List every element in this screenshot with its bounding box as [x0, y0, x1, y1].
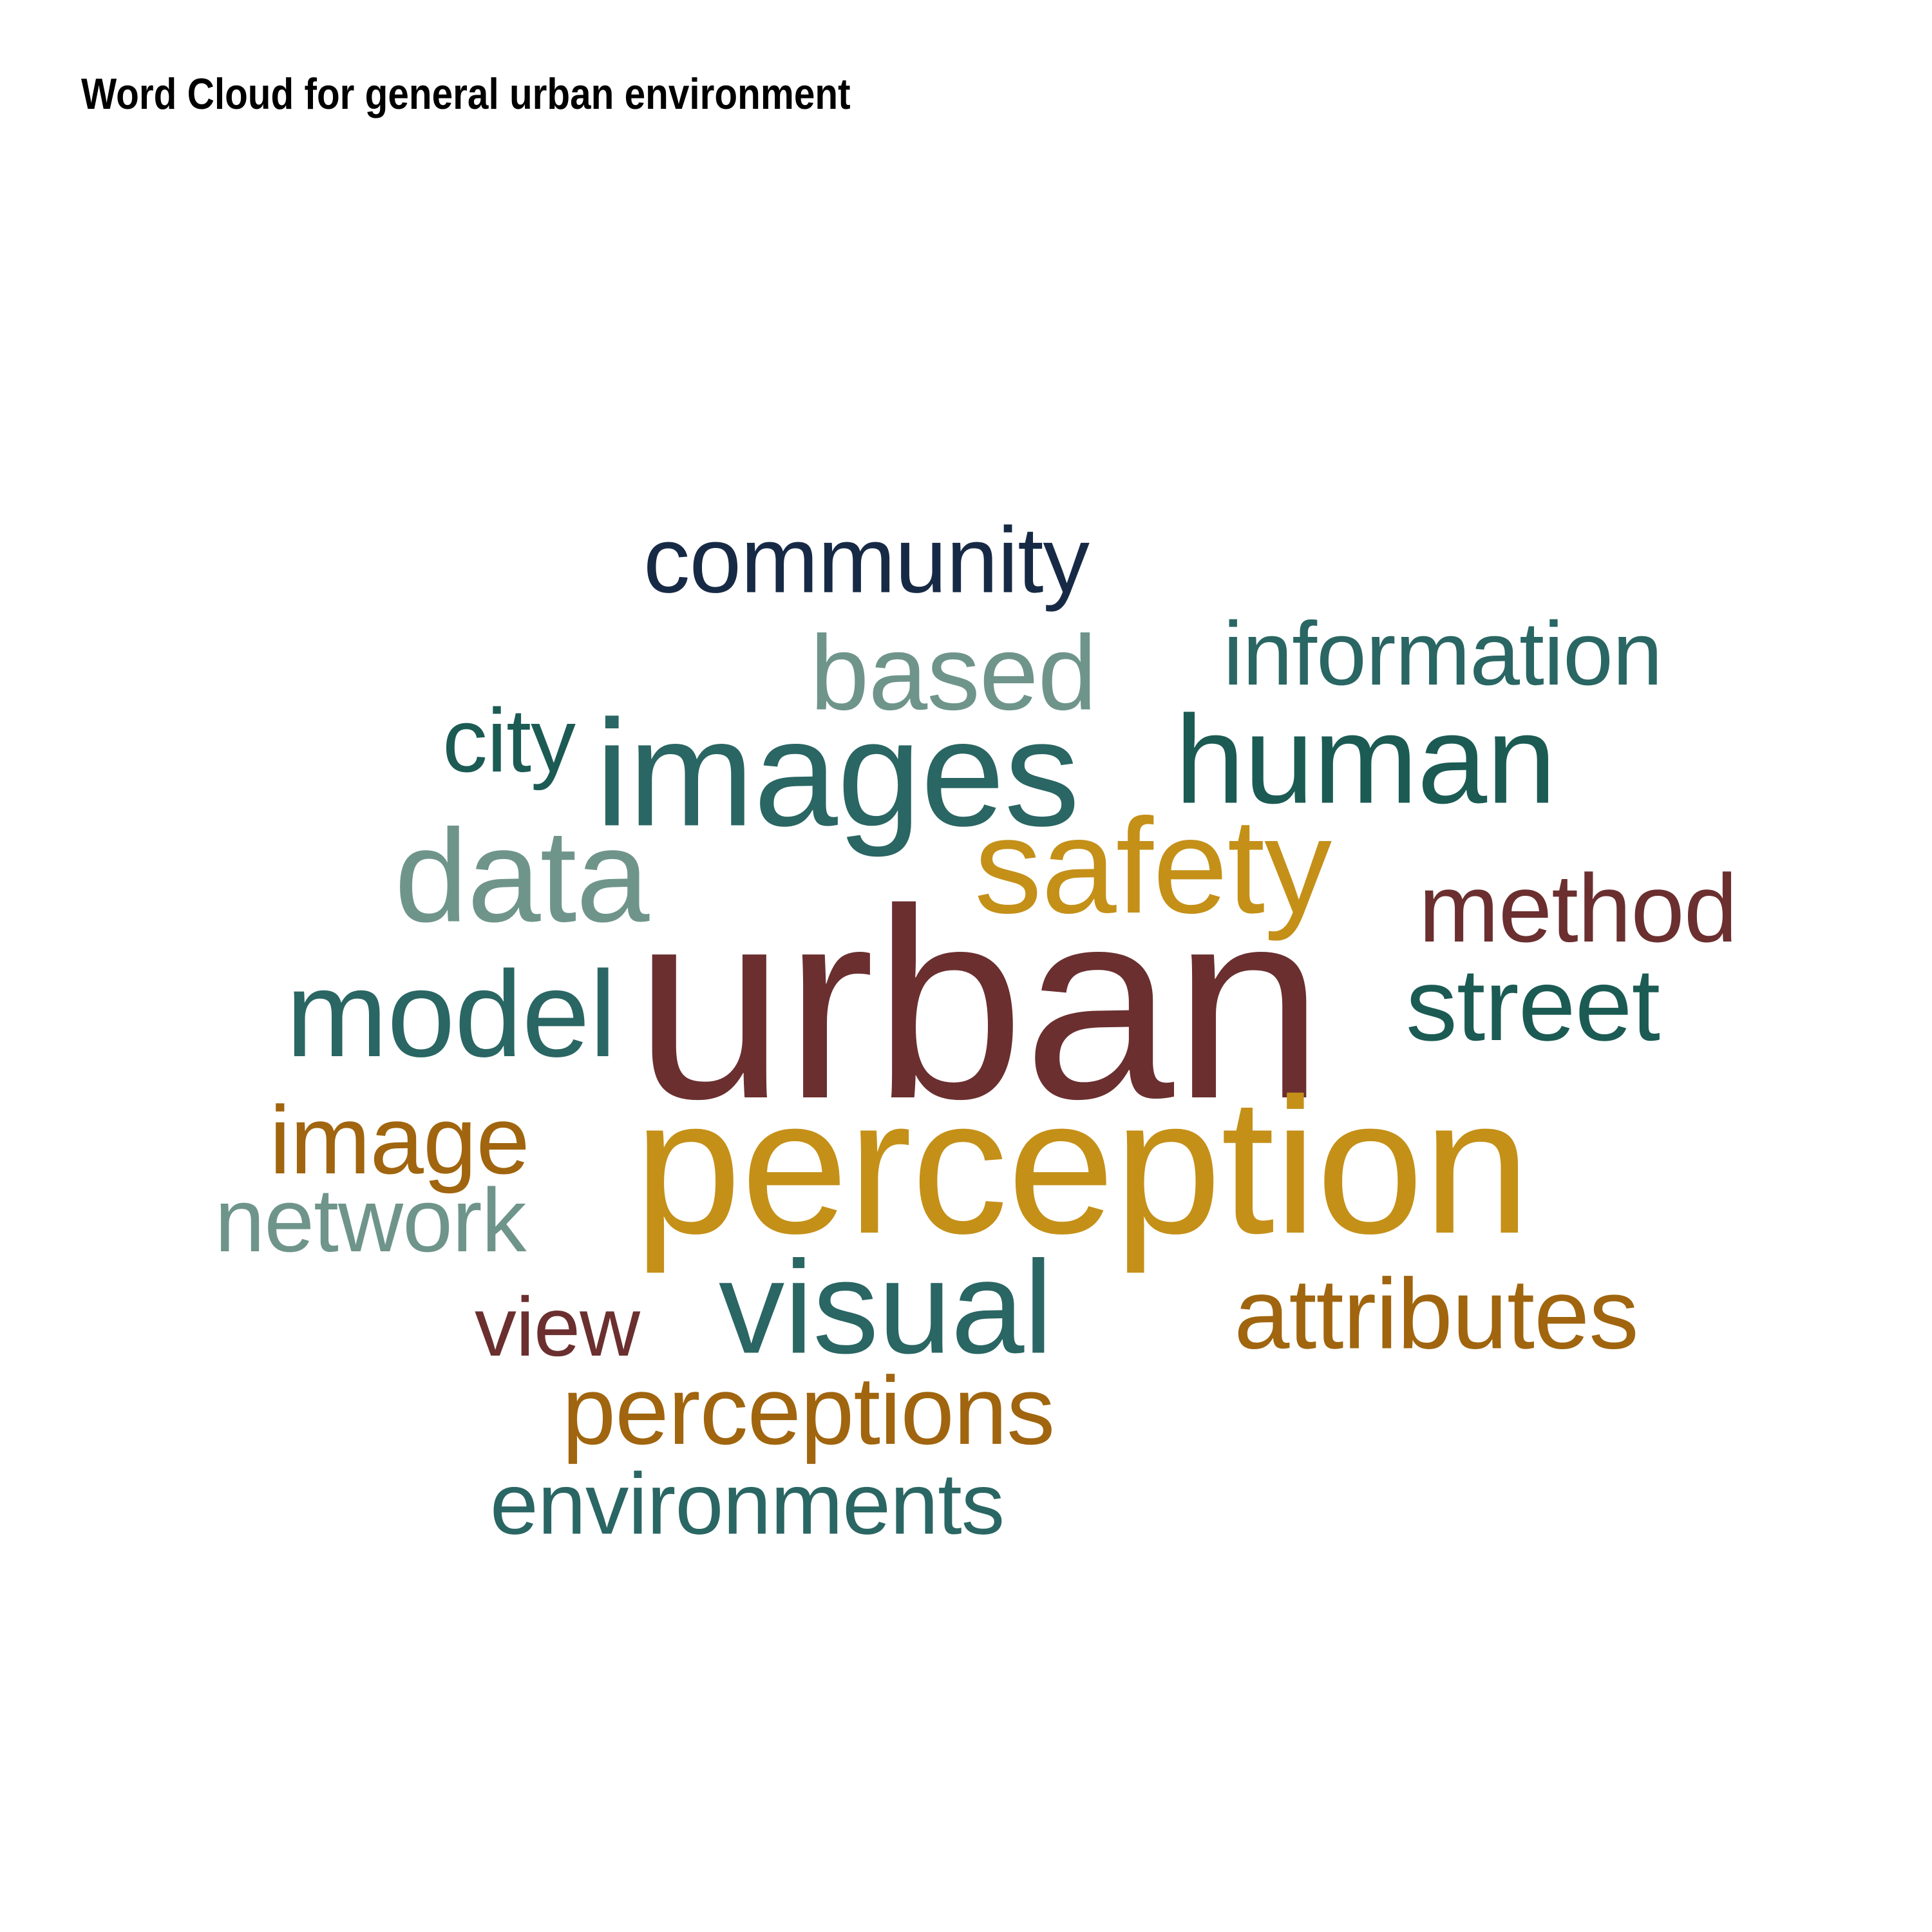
word-perceptions: perceptions — [562, 1356, 1055, 1464]
word-perception: perception — [634, 1057, 1531, 1274]
word-attributes: attributes — [1234, 1258, 1639, 1370]
word-image: image — [269, 1086, 530, 1194]
word-environments: environments — [489, 1455, 1005, 1553]
word-method: method — [1418, 854, 1738, 962]
word-urban: urban — [634, 853, 1323, 1155]
word-images: images — [595, 688, 1080, 858]
word-human: human — [1175, 689, 1556, 830]
word-community: community — [643, 507, 1090, 612]
word-information: information — [1223, 603, 1663, 704]
word-network: network — [214, 1170, 526, 1271]
word-city: city — [442, 690, 576, 791]
word-based: based — [810, 613, 1097, 732]
word-visual: visual — [718, 1233, 1053, 1381]
word-street: street — [1405, 947, 1660, 1062]
word-data: data — [394, 802, 650, 950]
word-model: model — [285, 946, 616, 1083]
word-view: view — [474, 1280, 640, 1374]
word-safety: safety — [974, 790, 1332, 942]
chart-title: Word Cloud for general urban environment — [81, 70, 851, 118]
